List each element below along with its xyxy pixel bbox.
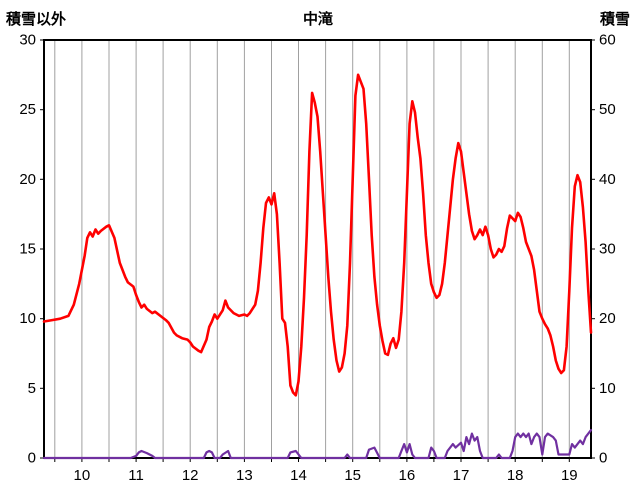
x-axis-tick-label: 18: [507, 467, 524, 484]
left-axis-tick-label: 10: [19, 310, 36, 327]
right-axis-title: 積雪: [599, 11, 630, 28]
left-axis-tick-label: 5: [28, 380, 36, 397]
snow-depth-series-line: [42, 429, 593, 460]
right-axis-tick-label: 30: [599, 241, 616, 258]
x-axis-tick-label: 16: [399, 467, 416, 484]
left-axis-tick-label: 30: [19, 32, 36, 49]
right-axis-tick-label: 40: [599, 171, 616, 188]
left-axis-tick-label: 25: [19, 101, 36, 118]
x-axis-tick-label: 10: [74, 467, 91, 484]
x-axis-tick-label: 19: [561, 467, 578, 484]
left-axis-title: 積雪以外: [6, 11, 67, 28]
x-axis-tick-label: 11: [128, 467, 144, 484]
left-axis-tick-label: 0: [28, 450, 36, 467]
x-axis-tick-label: 17: [453, 467, 470, 484]
x-axis-tick-label: 13: [236, 467, 253, 484]
right-axis-tick-label: 0: [599, 450, 607, 467]
non-snow-series-line: [42, 73, 593, 397]
chart-title: 中滝: [302, 11, 333, 28]
right-axis-tick-label: 60: [599, 32, 616, 49]
right-axis-tick-label: 20: [599, 310, 616, 327]
x-axis-tick-label: 12: [182, 467, 199, 484]
plot-border: [43, 39, 592, 459]
x-axis-tick-label: 14: [290, 467, 307, 484]
right-axis-tick-label: 50: [599, 101, 616, 118]
right-axis-tick-label: 10: [599, 380, 616, 397]
left-axis-tick-label: 15: [19, 241, 36, 258]
left-axis-tick-label: 20: [19, 171, 36, 188]
x-axis-tick-label: 15: [344, 467, 361, 484]
